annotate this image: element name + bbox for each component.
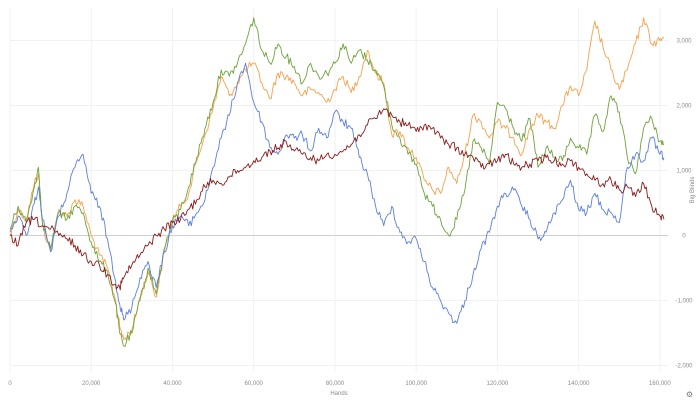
series-line-1 bbox=[9, 17, 665, 341]
x-tick-label: 0 bbox=[8, 381, 12, 387]
plot-area bbox=[10, 8, 668, 372]
x-tick-label: 100,000 bbox=[405, 381, 427, 387]
x-tick-label: 140,000 bbox=[568, 381, 590, 387]
gear-icon[interactable]: ⚙ bbox=[685, 390, 694, 399]
x-tick-label: 120,000 bbox=[487, 381, 509, 387]
y-axis-title: Big Blinds bbox=[690, 177, 696, 204]
y-gridlines bbox=[10, 40, 668, 366]
y-tick-label: 3,000 bbox=[676, 39, 692, 45]
y-tick-label: -1,000 bbox=[675, 299, 693, 305]
series-line-4 bbox=[9, 108, 665, 291]
y-tick-label: 2,000 bbox=[676, 104, 692, 110]
y-tick-label: 1,000 bbox=[676, 169, 692, 175]
x-axis-title: Hands bbox=[330, 391, 347, 397]
x-tick-label: 20,000 bbox=[82, 381, 101, 387]
x-tick-label: 160,000 bbox=[649, 381, 671, 387]
series-line-3 bbox=[9, 62, 665, 324]
y-axis-ticks: 3,000 2,000 1,000 0 -1,000 -2,000 bbox=[675, 39, 693, 370]
x-tick-label: 40,000 bbox=[163, 381, 182, 387]
x-gridlines bbox=[9, 8, 661, 372]
x-tick-label: 80,000 bbox=[326, 381, 345, 387]
y-tick-label: 0 bbox=[682, 234, 686, 240]
x-axis-ticks: 0 20,000 40,000 60,000 80,000 100,000 120,000 1… bbox=[8, 381, 671, 387]
y-tick-label: -2,000 bbox=[675, 364, 693, 370]
x-tick-label: 60,000 bbox=[245, 381, 264, 387]
series-lines bbox=[9, 17, 665, 347]
